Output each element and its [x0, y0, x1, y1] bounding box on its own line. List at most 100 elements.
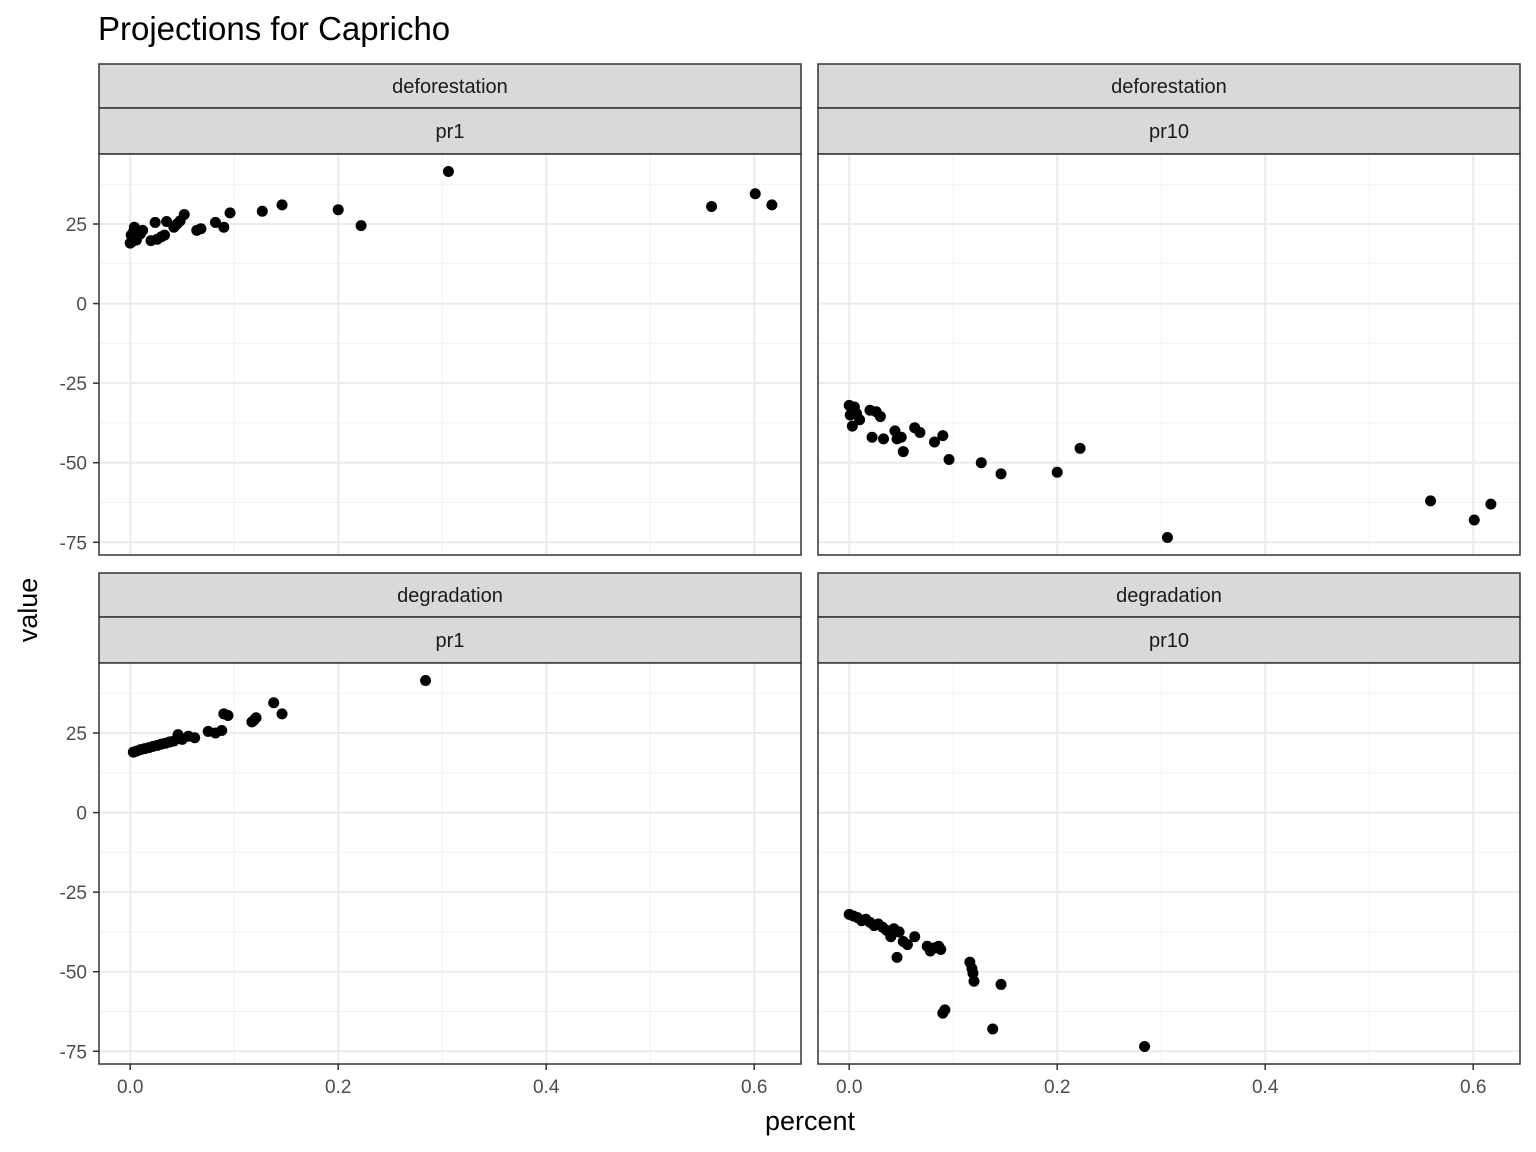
data-point — [893, 926, 905, 938]
facet-panel: deforestation pr10 — [817, 63, 1521, 556]
y-tick-label: 25 — [66, 724, 87, 745]
panel-border — [98, 153, 802, 556]
plot-background — [99, 154, 801, 555]
data-point — [891, 951, 903, 963]
data-point — [1468, 514, 1480, 526]
plot-background — [818, 154, 1520, 555]
data-point — [766, 199, 778, 211]
y-tick-label: 25 — [66, 215, 87, 236]
facet-strip-bottom — [817, 616, 1521, 664]
data-point — [878, 433, 890, 445]
facet-panel: degradation pr10 0.0 0.2 0.4 0.6 — [817, 572, 1521, 1098]
y-tick-label: -75 — [60, 533, 87, 554]
data-point — [1051, 466, 1063, 478]
data-point — [1074, 442, 1086, 454]
data-point — [995, 468, 1007, 480]
data-point — [250, 712, 262, 724]
facet-strip-bottom-label: pr1 — [436, 121, 465, 143]
x-tick-label: 0.0 — [117, 1077, 143, 1098]
data-point — [943, 454, 955, 466]
facet-strip-bottom-label: pr1 — [436, 630, 465, 652]
data-point — [195, 223, 207, 235]
data-point — [256, 205, 268, 217]
facet-strip-bottom-label: pr10 — [1149, 630, 1189, 652]
data-point — [209, 216, 221, 228]
data-point — [874, 411, 886, 423]
y-tick-label: -25 — [60, 374, 87, 395]
x-tick-label: 0.4 — [1252, 1077, 1279, 1098]
data-point — [159, 229, 171, 241]
data-point — [1161, 531, 1173, 543]
x-tick-label: 0.2 — [1044, 1077, 1070, 1098]
panel-border — [817, 662, 1521, 1065]
data-point — [178, 208, 190, 220]
facet-strip-bottom — [98, 616, 802, 664]
data-point — [1485, 498, 1497, 510]
data-point — [222, 710, 234, 722]
x-axis-title: percent — [765, 1106, 856, 1136]
data-point — [937, 430, 949, 442]
data-point — [189, 732, 201, 744]
facet-strip-bottom — [98, 107, 802, 155]
panel-border — [98, 662, 802, 1065]
data-point — [276, 199, 288, 211]
facet-panel: deforestation pr1 -75 -50 -25 0 25 — [60, 63, 802, 556]
x-tick-label: 0.6 — [1460, 1077, 1486, 1098]
data-point — [332, 204, 344, 216]
data-point — [442, 166, 454, 178]
data-point — [854, 414, 866, 426]
data-point — [224, 207, 236, 219]
x-tick-label: 0.6 — [741, 1077, 767, 1098]
x-tick-label: 0.2 — [325, 1077, 351, 1098]
x-tick-label: 0.0 — [836, 1077, 862, 1098]
facet-strip-top-label: deforestation — [392, 76, 508, 98]
data-point — [975, 457, 987, 469]
facet-strip-top-label: deforestation — [1111, 76, 1227, 98]
y-tick-label: -50 — [60, 454, 87, 475]
data-point — [866, 431, 878, 443]
data-point — [935, 943, 947, 955]
facet-strip-top — [98, 572, 802, 618]
data-point — [1425, 495, 1437, 507]
data-point — [846, 420, 858, 432]
data-point — [216, 724, 228, 736]
data-point — [968, 975, 980, 987]
y-tick-label: -75 — [60, 1042, 87, 1063]
data-point — [987, 1023, 999, 1035]
data-point — [995, 978, 1007, 990]
plot-background — [818, 663, 1520, 1064]
facet-strip-top-label: degradation — [397, 585, 503, 607]
data-point — [1139, 1040, 1151, 1052]
facet-strip-top — [817, 63, 1521, 109]
chart-title: Projections for Capricho — [98, 10, 450, 47]
data-point — [276, 708, 288, 720]
x-tick-label: 0.4 — [533, 1077, 560, 1098]
facet-strip-top-label: degradation — [1116, 585, 1222, 607]
data-point — [914, 426, 926, 438]
data-point — [137, 224, 149, 236]
y-tick-label: 0 — [76, 804, 87, 825]
y-axis-title: value — [13, 578, 43, 643]
data-point — [749, 188, 761, 200]
data-point — [895, 431, 907, 443]
facet-strip-bottom — [817, 107, 1521, 155]
plot-background — [99, 663, 801, 1064]
facet-panel: degradation pr1 -75 -50 -25 0 25 0.0 0.2 0.4 0.6 — [60, 572, 802, 1098]
y-tick-label: -25 — [60, 883, 87, 904]
data-point — [268, 697, 280, 709]
facet-strip-top — [817, 572, 1521, 618]
data-point — [909, 931, 921, 943]
facet-strip-top — [98, 63, 802, 109]
data-point — [928, 436, 940, 448]
data-point — [355, 220, 367, 232]
data-point — [420, 675, 432, 687]
data-point — [706, 201, 718, 213]
panel-border — [817, 153, 1521, 556]
data-point — [897, 446, 909, 458]
facet-panels: deforestationpr1-75-50-25025deforestatio… — [60, 63, 1521, 1098]
y-tick-label: 0 — [76, 295, 87, 316]
data-point — [901, 939, 913, 951]
data-point — [939, 1004, 951, 1016]
y-tick-label: -50 — [60, 963, 87, 984]
